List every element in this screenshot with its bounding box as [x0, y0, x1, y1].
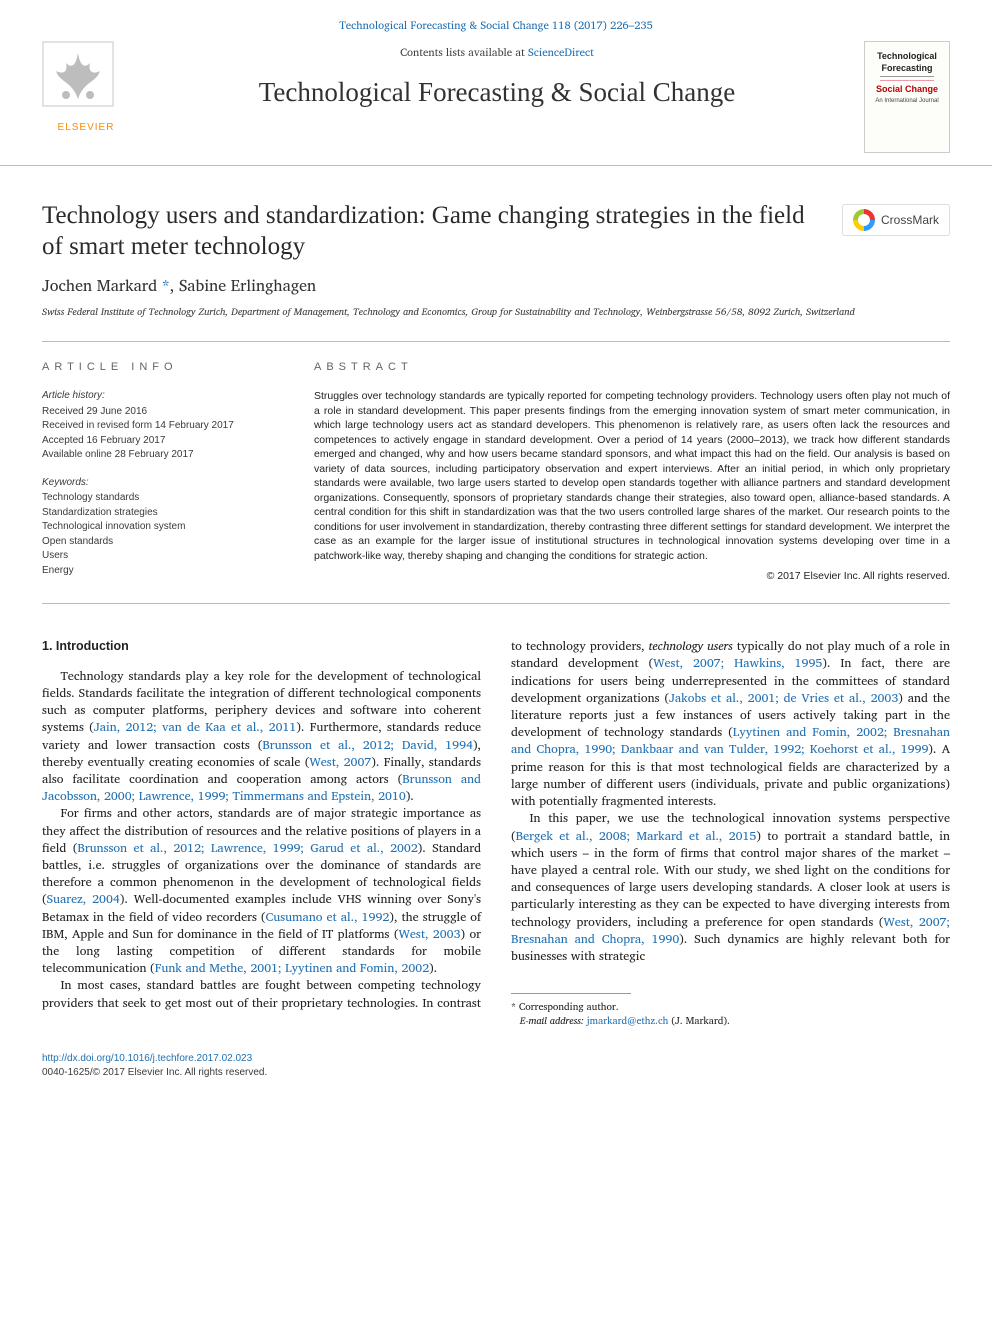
author-sep: ,	[170, 273, 179, 299]
corresponding-footnote: * Corresponding author. E-mail address: …	[511, 1000, 950, 1028]
history-line: Received in revised form 14 February 201…	[42, 419, 282, 433]
abstract-head: abstract	[314, 360, 950, 375]
history-line: Available online 28 February 2017	[42, 448, 282, 462]
history-line: Accepted 16 February 2017	[42, 434, 282, 448]
email-link[interactable]: jmarkard@ethz.ch	[587, 1013, 669, 1029]
abstract-copyright: © 2017 Elsevier Inc. All rights reserved…	[314, 569, 950, 583]
author-1: Jochen Markard	[42, 273, 157, 299]
cover-sub: An International Journal	[875, 97, 938, 105]
contents-prefix: Contents lists available at	[400, 43, 528, 61]
history-head: Article history:	[42, 389, 282, 403]
corresponding-mark[interactable]: *	[162, 273, 170, 299]
sciencedirect-link[interactable]: ScienceDirect	[528, 43, 594, 61]
keywords-head: Keywords:	[42, 476, 282, 490]
page-footer: http://dx.doi.org/10.1016/j.techfore.201…	[0, 1028, 992, 1103]
crossmark-button[interactable]: CrossMark	[842, 204, 950, 236]
article-info-head: article info	[42, 360, 282, 375]
email-who: (J. Markard).	[671, 1013, 730, 1029]
authors: Jochen Markard *, Sabine Erlinghagen	[42, 276, 950, 298]
section-heading-1: 1. Introduction	[42, 638, 481, 656]
keyword: Users	[42, 549, 282, 563]
elsevier-tree-icon	[42, 41, 114, 119]
cover-divider-icon	[880, 76, 933, 81]
history-line: Received 29 June 2016	[42, 405, 282, 419]
crossmark-icon	[853, 209, 875, 231]
cover-line3: Social Change	[876, 83, 938, 95]
journal-header: ELSEVIER Contents lists available at Sci…	[0, 41, 992, 166]
crossmark-label: CrossMark	[881, 212, 939, 228]
publisher-label: ELSEVIER	[42, 121, 130, 135]
abstract: abstract Struggles over technology stand…	[314, 360, 950, 583]
journal-cover-thumb: Technological Forecasting Social Change …	[864, 41, 950, 153]
journal-name: Technological Forecasting & Social Chang…	[130, 74, 864, 110]
keyword: Energy	[42, 564, 282, 578]
publisher-logo: ELSEVIER	[42, 41, 130, 135]
keyword: Technological innovation system	[42, 520, 282, 534]
keyword: Standardization strategies	[42, 506, 282, 520]
issn-line: 0040-1625/© 2017 Elsevier Inc. All right…	[42, 1067, 267, 1078]
article-body: 1. Introduction Technology standards pla…	[42, 604, 950, 1028]
footnote-separator	[511, 993, 631, 994]
running-head-link[interactable]: Technological Forecasting & Social Chang…	[339, 16, 653, 34]
cover-line1: Technological	[877, 50, 937, 62]
keyword: Technology standards	[42, 491, 282, 505]
keyword: Open standards	[42, 535, 282, 549]
running-head: Technological Forecasting & Social Chang…	[0, 0, 992, 41]
author-2: Sabine Erlinghagen	[179, 273, 316, 299]
email-label: E-mail address:	[520, 1013, 584, 1029]
affiliation: Swiss Federal Institute of Technology Zu…	[42, 306, 950, 320]
article-info: article info Article history: Received 2…	[42, 360, 282, 583]
doi-link[interactable]: http://dx.doi.org/10.1016/j.techfore.201…	[42, 1053, 252, 1064]
contents-line: Contents lists available at ScienceDirec…	[130, 45, 864, 60]
cover-line2: Forecasting	[881, 62, 932, 74]
abstract-body: Struggles over technology standards are …	[314, 389, 950, 563]
article-title: Technology users and standardization: Ga…	[42, 200, 842, 263]
